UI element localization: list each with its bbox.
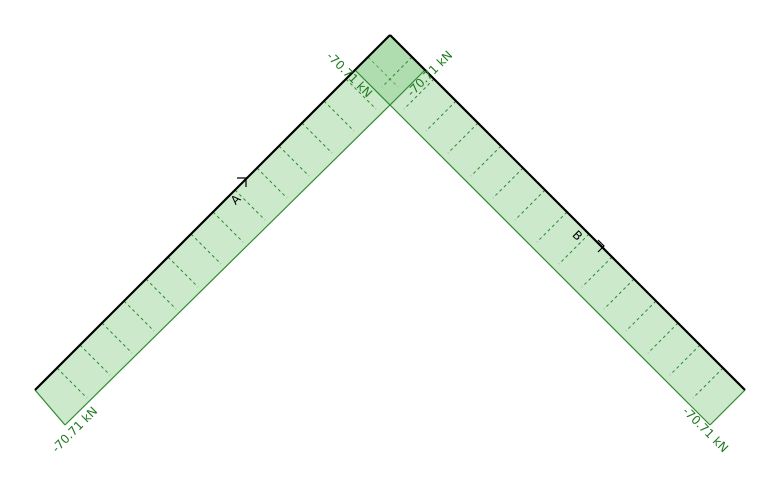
member-a-force-band bbox=[34, 35, 425, 426]
member-b-force-band bbox=[355, 35, 746, 426]
member-b-line bbox=[389, 34, 746, 391]
member-b-direction-arrow bbox=[597, 239, 605, 253]
member-a-direction-arrow bbox=[237, 177, 247, 187]
apex-band-edge bbox=[354, 69, 426, 106]
member-a-line bbox=[34, 34, 391, 391]
